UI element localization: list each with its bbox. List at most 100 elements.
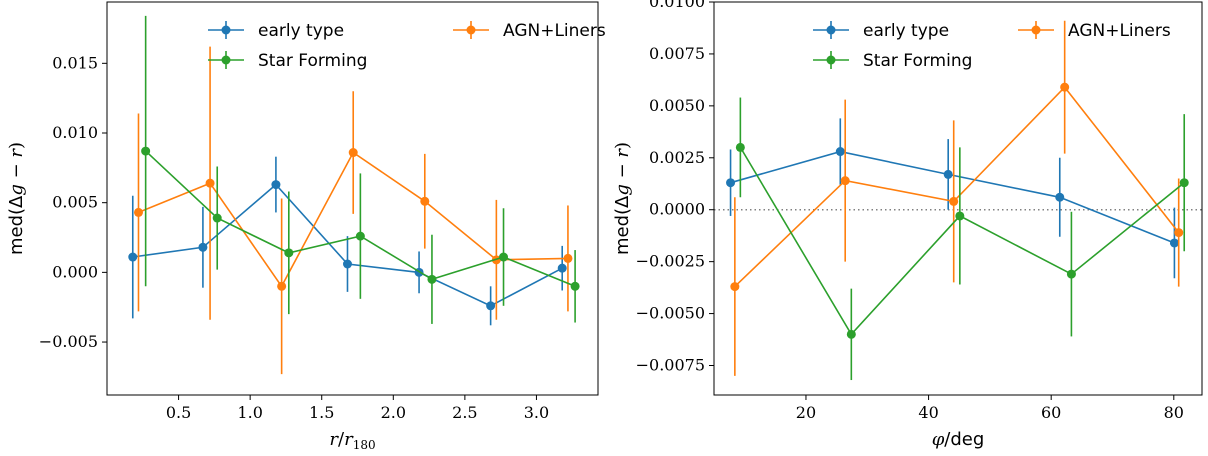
- x-axis-title-part: φ: [932, 429, 945, 450]
- data-point: [271, 180, 281, 190]
- data-point: [1066, 269, 1076, 279]
- y-tick-label: −0.0050: [636, 304, 705, 323]
- legend-label: early type: [863, 21, 949, 41]
- data-point: [557, 263, 567, 273]
- y-tick-label: −0.005: [39, 332, 98, 351]
- data-point: [1060, 82, 1070, 92]
- y-tick-label: 0.0000: [649, 200, 705, 219]
- data-point: [846, 329, 856, 339]
- data-point: [133, 207, 143, 217]
- y-tick-label: 0.015: [52, 53, 98, 72]
- data-point: [128, 252, 138, 262]
- data-point: [499, 252, 509, 262]
- y-axis-title-part: r: [612, 148, 633, 158]
- legend-label: AGN+Liners: [1068, 21, 1171, 41]
- series-line: [739, 146, 1185, 336]
- plot-area: [726, 20, 1189, 381]
- data-point: [563, 253, 573, 263]
- data-point: [355, 231, 365, 241]
- y-axis-title-part: g: [612, 184, 633, 196]
- data-point: [486, 301, 496, 311]
- legend-label: AGN+Liners: [503, 21, 606, 41]
- y-axis-title-part: −: [6, 158, 27, 185]
- x-axis-title: φ/deg: [932, 429, 985, 450]
- legend-label: Star Forming: [258, 51, 367, 71]
- y-axis-title-part: ): [6, 142, 27, 149]
- data-point: [205, 178, 215, 188]
- legend-item: early type: [208, 21, 344, 41]
- x-tick-label: 2.0: [381, 403, 406, 422]
- y-axis-title: med(Δg − r): [6, 142, 27, 255]
- legend-item: AGN+Liners: [453, 21, 606, 41]
- x-axis-title-part: r: [344, 429, 354, 450]
- legend-swatch-marker: [221, 25, 231, 35]
- y-axis-title-part: med(Δ: [6, 195, 27, 255]
- y-tick-label: 0.0025: [649, 148, 705, 167]
- x-tick-label: 1.0: [237, 403, 262, 422]
- data-point: [277, 281, 287, 291]
- legend-item: Star Forming: [208, 51, 367, 71]
- x-tick-label: 80: [1164, 403, 1184, 422]
- y-tick-label: −0.0025: [636, 252, 705, 271]
- data-point: [141, 146, 151, 156]
- axes-frame: [106, 1, 599, 396]
- legend-item: AGN+Liners: [1018, 21, 1171, 41]
- data-point: [730, 282, 740, 292]
- x-tick-label: 3.0: [524, 403, 549, 422]
- data-point: [284, 248, 294, 258]
- y-axis-title-part: r: [6, 148, 27, 158]
- legend-label: early type: [258, 21, 344, 41]
- y-axis-title-part: −: [612, 158, 633, 185]
- data-point: [1169, 238, 1179, 248]
- data-point: [726, 178, 736, 188]
- data-point: [420, 196, 430, 206]
- x-tick-label: 20: [796, 403, 816, 422]
- left-chart-panel: 0.5 1.0 1.5 2.0 2.5 3.0 −0.005 0.000 0.005 0.010 0…: [6, 1, 606, 452]
- x-axis-title-part: r: [329, 429, 339, 450]
- data-point: [840, 176, 850, 186]
- series-line: [734, 85, 1180, 288]
- right-chart-panel: 20 40 60 80−0.0075−0.0050−0.00250.00000.002…: [612, 0, 1203, 450]
- legend-swatch-marker: [826, 25, 836, 35]
- data-point: [955, 211, 965, 221]
- y-tick-label: 0.0050: [649, 96, 705, 115]
- x-tick-label: 60: [1041, 403, 1061, 422]
- series-star-forming: [141, 15, 580, 324]
- data-point: [1055, 192, 1065, 202]
- data-point: [735, 142, 745, 152]
- legend-swatch-marker: [1031, 25, 1041, 35]
- x-tick-label: 2.5: [452, 403, 477, 422]
- x-axis-title-subscript: 180: [353, 438, 376, 452]
- legend-label: Star Forming: [863, 51, 972, 71]
- y-tick-label: 0.000: [52, 262, 98, 281]
- y-axis-title-part: g: [6, 184, 27, 196]
- legend-swatch-marker: [466, 25, 476, 35]
- y-tick-label: 0.0100: [649, 0, 705, 11]
- x-axis-title-part: /: [338, 429, 345, 450]
- axes-frame: [713, 1, 1203, 396]
- data-point: [943, 169, 953, 179]
- y-tick-label: 0.005: [52, 193, 98, 212]
- data-point: [427, 274, 437, 284]
- legend-swatch-marker: [826, 55, 836, 65]
- x-tick-label: 0.5: [166, 403, 191, 422]
- data-point: [949, 196, 959, 206]
- x-tick-label: 1.5: [309, 403, 334, 422]
- x-tick-label: 40: [918, 403, 938, 422]
- data-point: [348, 148, 358, 158]
- y-axis-title: med(Δg − r): [612, 142, 633, 255]
- data-point: [835, 147, 845, 157]
- legend: early type AGN+Liners Star Forming: [813, 21, 1171, 71]
- series-early-type: [726, 118, 1179, 279]
- series-agn-liners: [730, 20, 1184, 376]
- legend-item: Star Forming: [813, 51, 972, 71]
- series-early-type: [128, 156, 567, 326]
- data-point: [570, 281, 580, 291]
- plot-area: [128, 15, 580, 375]
- series-agn-liners: [133, 46, 573, 375]
- legend-swatch-marker: [221, 55, 231, 65]
- data-point: [212, 213, 222, 223]
- legend-item: early type: [813, 21, 949, 41]
- x-axis-title-part: /deg: [944, 429, 984, 450]
